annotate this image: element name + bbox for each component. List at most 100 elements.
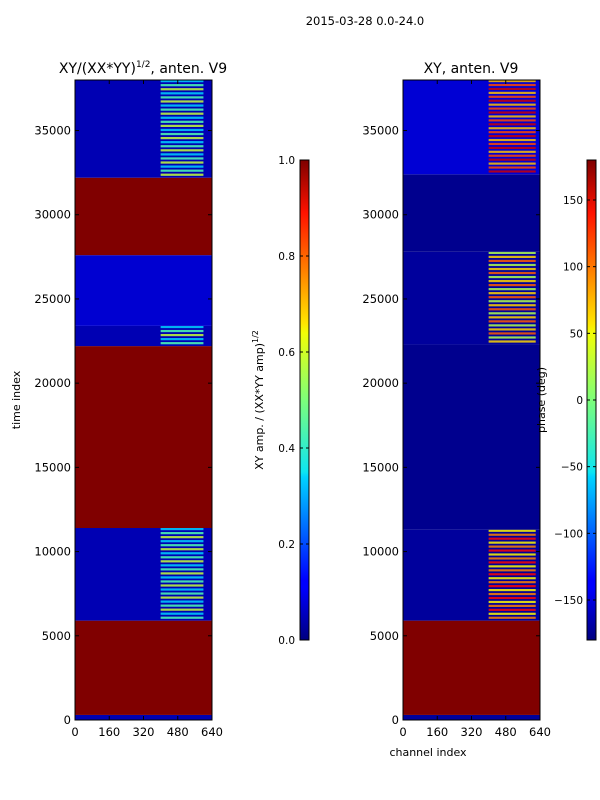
heatmap-pattern-stripe (160, 548, 204, 551)
heatmap-pattern-stripe (160, 157, 204, 160)
panel-phase: XY, anten. V9 0 160 320 480 640 0 5000 10000 150… (362, 61, 551, 759)
panel1-title-base: XY/(XX*YY) (59, 61, 136, 77)
heatmap-pattern-stripe (488, 612, 536, 615)
heatmap-pattern-stripe (160, 165, 204, 168)
cbar-tick-label: 1.0 (278, 155, 295, 167)
heatmap-pattern-stripe (488, 336, 536, 339)
heatmap-pattern-stripe (160, 568, 204, 571)
y-tick-label: 5000 (370, 629, 399, 643)
heatmap-band (75, 620, 212, 715)
heatmap-pattern-stripe (160, 329, 204, 333)
heatmap-pattern-stripe (488, 279, 536, 283)
heatmap-pattern-stripe (160, 96, 204, 99)
colorbar2-label: phase (deg) (535, 367, 548, 433)
colorbar1-label-exp: 1/2 (251, 330, 260, 343)
y-tick-label: 5000 (42, 629, 71, 643)
x-tick-label: 160 (98, 725, 120, 739)
panel1-heatmap (75, 80, 212, 720)
heatmap-pattern-stripe (488, 123, 536, 126)
heatmap-pattern-stripe (160, 588, 204, 591)
heatmap-pattern-stripe (160, 116, 204, 119)
heatmap-pattern-stripe (488, 80, 536, 83)
cbar-tick-label: 0 (576, 395, 583, 407)
colorbar-phase: phase (deg) −150 −100 −50 0 50 100 150 (535, 159, 597, 641)
panel1-ylabel: time index (10, 370, 23, 429)
heatmap-pattern-stripe (488, 541, 536, 544)
heatmap-pattern-stripe (488, 592, 536, 596)
cbar-tick-label: −150 (554, 595, 583, 607)
heatmap-pattern-stripe (160, 608, 204, 611)
heatmap-pattern-stripe (488, 320, 536, 323)
heatmap-pattern-stripe (488, 138, 536, 142)
heatmap-pattern-stripe (160, 128, 204, 132)
panel1-title-tail: , anten. V9 (150, 61, 227, 77)
heatmap-pattern-stripe (160, 161, 204, 164)
heatmap-pattern-stripe (160, 153, 204, 156)
y-tick-label: 30000 (362, 208, 399, 222)
panel2-xlabel: channel index (389, 746, 467, 759)
panel2-title: XY, anten. V9 (424, 61, 519, 77)
heatmap-pattern-stripe (488, 131, 536, 134)
heatmap-pattern-stripe (488, 251, 536, 255)
y-tick-label: 35000 (362, 124, 399, 138)
heatmap-pattern-stripe (488, 577, 536, 580)
heatmap-pattern-stripe (160, 528, 204, 531)
heatmap-pattern-stripe (160, 596, 204, 599)
colorbar1-label: XY amp. / (XX*YY amp)1/2 (251, 330, 266, 470)
heatmap-pattern-stripe (488, 581, 536, 584)
x-tick-label: 320 (461, 725, 483, 739)
heatmap-pattern-stripe (160, 612, 204, 615)
x-tick-label: 480 (167, 725, 189, 739)
heatmap-pattern-stripe (160, 145, 204, 148)
heatmap-pattern-stripe (488, 170, 536, 173)
x-tick-label: 320 (133, 725, 155, 739)
heatmap-pattern-stripe (160, 92, 204, 95)
heatmap-pattern-stripe (488, 553, 536, 556)
heatmap-pattern-stripe (160, 108, 204, 111)
heatmap-pattern-stripe (160, 564, 204, 567)
heatmap-pattern-stripe (488, 142, 536, 146)
heatmap-pattern-stripe (488, 103, 536, 106)
y-tick-label: 20000 (34, 376, 71, 390)
heatmap-pattern-stripe (488, 529, 536, 532)
heatmap-pattern-stripe (488, 119, 536, 122)
heatmap-pattern-stripe (488, 146, 536, 149)
x-tick-label: 0 (399, 725, 406, 739)
cbar-tick-label: −100 (554, 528, 583, 540)
y-tick-label: 10000 (34, 545, 71, 559)
panel1-title-exp: 1/2 (136, 60, 150, 70)
heatmap-pattern-stripe (488, 162, 536, 165)
heatmap-pattern-stripe (488, 296, 536, 299)
heatmap-pattern-stripe (488, 324, 536, 327)
heatmap-pattern-stripe (160, 88, 204, 91)
heatmap-pattern-stripe (488, 255, 536, 259)
heatmap-pattern-stripe (488, 573, 536, 576)
heatmap-pattern-stripe (488, 158, 536, 161)
heatmap-pattern-stripe (160, 325, 204, 329)
heatmap-pattern-stripe (488, 288, 536, 291)
colorbar-amplitude: 0.0 0.2 0.4 0.6 0.8 1.0 XY amp. / (XX*YY amp)… (251, 155, 310, 647)
cbar-tick-label: 0.4 (278, 443, 295, 455)
heatmap-pattern-stripe (160, 100, 204, 103)
heatmap-pattern-stripe (488, 316, 536, 319)
heatmap-pattern-stripe (160, 544, 204, 547)
heatmap-pattern-stripe (160, 532, 204, 535)
x-tick-label: 160 (426, 725, 448, 739)
heatmap-pattern-stripe (160, 600, 204, 603)
heatmap-pattern-stripe (160, 552, 204, 555)
heatmap-band (403, 174, 540, 252)
panel2-heatmap (403, 80, 540, 720)
heatmap-pattern-stripe (488, 565, 536, 568)
heatmap-pattern-stripe (160, 136, 204, 140)
panel-amplitude: XY/(XX*YY)1/2, anten. V9 0 160 320 480 640 0 5… (10, 60, 227, 739)
y-tick-label: 20000 (362, 376, 399, 390)
panel1-axes: 0 160 320 480 640 0 5000 10000 15000 20000 25000 30… (34, 80, 223, 739)
heatmap-pattern-stripe (488, 292, 536, 295)
heatmap-pattern-stripe (488, 271, 536, 275)
x-tick-label: 640 (201, 725, 223, 739)
heatmap-pattern-stripe (488, 608, 536, 611)
colorbar1-ticks: 0.0 0.2 0.4 0.6 0.8 1.0 (278, 155, 309, 647)
heatmap-pattern-stripe (488, 166, 536, 169)
heatmap-pattern-stripe (160, 80, 204, 83)
